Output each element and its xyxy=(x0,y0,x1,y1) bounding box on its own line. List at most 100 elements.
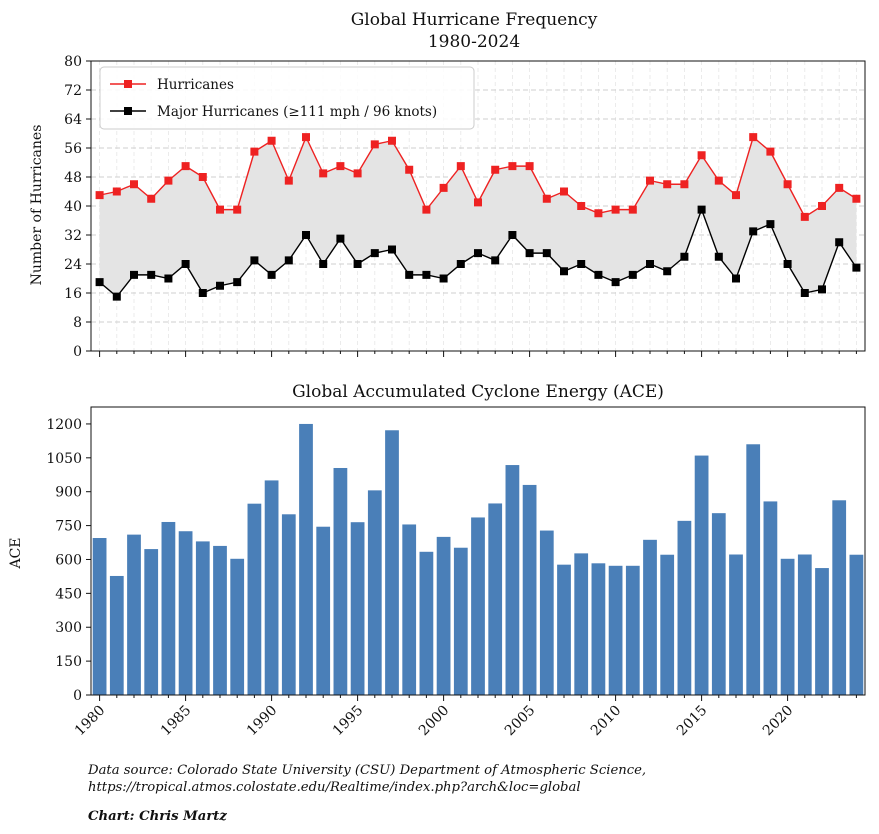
major-hurricanes-point xyxy=(302,231,310,239)
ace-bars xyxy=(92,423,864,695)
major-hurricanes-point xyxy=(577,260,586,268)
major-hurricanes-point xyxy=(353,260,362,268)
hurricanes-point xyxy=(680,180,689,189)
hurricanes-point xyxy=(697,151,706,160)
major-hurricanes-point xyxy=(628,270,637,279)
major-hurricanes-point xyxy=(542,249,551,258)
bottom-x-tick-label: 2010 xyxy=(588,703,625,740)
hurricanes-point xyxy=(628,205,637,214)
hurricanes-point xyxy=(422,205,431,214)
top-chart-subtitle: 1980-2024 xyxy=(428,32,520,52)
top-y-tick-label: 56 xyxy=(64,141,82,157)
hurricanes-point xyxy=(216,205,224,214)
ace-bar xyxy=(488,503,503,695)
ace-bar xyxy=(677,520,692,695)
hurricanes-point xyxy=(319,169,328,178)
ace-bar xyxy=(367,490,382,695)
bottom-x-tick-label: 1985 xyxy=(158,703,195,740)
major-hurricanes-point xyxy=(560,267,568,276)
bottom-y-tick-label: 150 xyxy=(55,654,82,670)
bottom-x-tick-label: 2015 xyxy=(674,703,711,740)
bottom-y-tick-label: 1050 xyxy=(46,451,82,467)
ace-bar xyxy=(178,531,193,695)
bottom-y-tick-label: 1200 xyxy=(46,417,82,433)
hurricanes-point xyxy=(250,147,259,156)
top-y-tick-label: 40 xyxy=(64,199,82,215)
ace-bar xyxy=(471,517,485,695)
ace-bar xyxy=(574,553,589,695)
major-hurricanes-point xyxy=(852,263,861,272)
hurricanes-point xyxy=(646,176,654,185)
hurricanes-point xyxy=(474,198,482,207)
hurricanes-point xyxy=(336,162,345,171)
hurricanes-point xyxy=(766,147,775,156)
hurricanes-point xyxy=(388,136,396,145)
major-hurricanes-point xyxy=(405,270,414,279)
major-hurricanes-point xyxy=(508,231,517,239)
ace-bar xyxy=(195,541,210,695)
hurricanes-point xyxy=(267,136,276,145)
major-hurricanes-point xyxy=(319,260,328,268)
hurricanes-point xyxy=(284,176,293,185)
major-hurricanes-point xyxy=(525,249,534,258)
data-source-line-2: https://tropical.atmos.colostate.edu/Rea… xyxy=(88,780,581,795)
major-hurricanes-point xyxy=(456,260,465,268)
legend-hurricanes-label: Hurricanes xyxy=(157,77,234,93)
hurricanes-point xyxy=(594,209,603,218)
major-hurricanes-point xyxy=(732,274,740,283)
major-hurricanes-point xyxy=(697,205,706,214)
ace-bar xyxy=(522,484,537,695)
ace-bar xyxy=(264,480,279,695)
major-hurricanes-point xyxy=(147,270,156,279)
major-hurricanes-point xyxy=(783,260,792,268)
bottom-y-tick-label: 450 xyxy=(55,586,82,602)
major-hurricanes-point xyxy=(422,270,431,279)
hurricanes-point xyxy=(370,140,379,149)
ace-bar xyxy=(419,551,434,695)
hurricanes-point xyxy=(130,180,138,189)
bottom-x-tick-label: 1990 xyxy=(244,703,281,740)
top-series xyxy=(95,133,861,301)
hurricanes-point xyxy=(302,133,310,142)
top-y-tick-label: 72 xyxy=(64,83,82,99)
bottom-x-tick-label: 2005 xyxy=(502,703,539,740)
top-y-tick-label: 0 xyxy=(73,344,82,360)
bottom-y-tick-label: 900 xyxy=(55,485,82,501)
bottom-x-tick-label: 2020 xyxy=(760,703,797,740)
hurricanes-point xyxy=(405,165,414,174)
ace-bar xyxy=(711,513,726,695)
top-y-tick-label: 16 xyxy=(64,286,82,302)
hurricanes-point xyxy=(508,162,517,171)
bottom-y-tick-label: 300 xyxy=(55,620,82,636)
hurricanes-point xyxy=(852,194,861,203)
ace-bar xyxy=(453,547,468,695)
hurricanes-point xyxy=(525,162,534,171)
top-plot-frame xyxy=(90,60,866,352)
ace-bar xyxy=(660,554,675,695)
major-hurricanes-point xyxy=(112,292,121,301)
ace-bar xyxy=(213,545,227,695)
ace-bar xyxy=(350,522,365,695)
ace-bar xyxy=(832,500,847,695)
hurricanes-point xyxy=(611,205,620,214)
ace-bar xyxy=(539,530,554,695)
ace-bar xyxy=(625,565,640,695)
hurricanes-point xyxy=(560,187,568,196)
ace-bar xyxy=(729,554,743,695)
major-hurricanes-point xyxy=(800,289,809,297)
major-hurricanes-point xyxy=(474,249,482,258)
major-hurricanes-point xyxy=(198,289,207,297)
top-y-tick-label: 32 xyxy=(64,228,82,244)
legend: Hurricanes Major Hurricanes (≥111 mph / … xyxy=(99,66,475,130)
top-y-tick-label: 8 xyxy=(73,315,82,331)
ace-bar xyxy=(591,563,606,695)
ace-bar xyxy=(815,568,829,695)
hurricanes-point xyxy=(577,202,586,210)
hurricanes-point xyxy=(439,183,448,192)
ace-bar xyxy=(247,503,262,695)
hurricanes-point xyxy=(95,191,104,200)
major-hurricanes-point xyxy=(611,278,620,287)
hurricanes-point xyxy=(749,133,758,142)
ace-bar xyxy=(92,538,107,695)
